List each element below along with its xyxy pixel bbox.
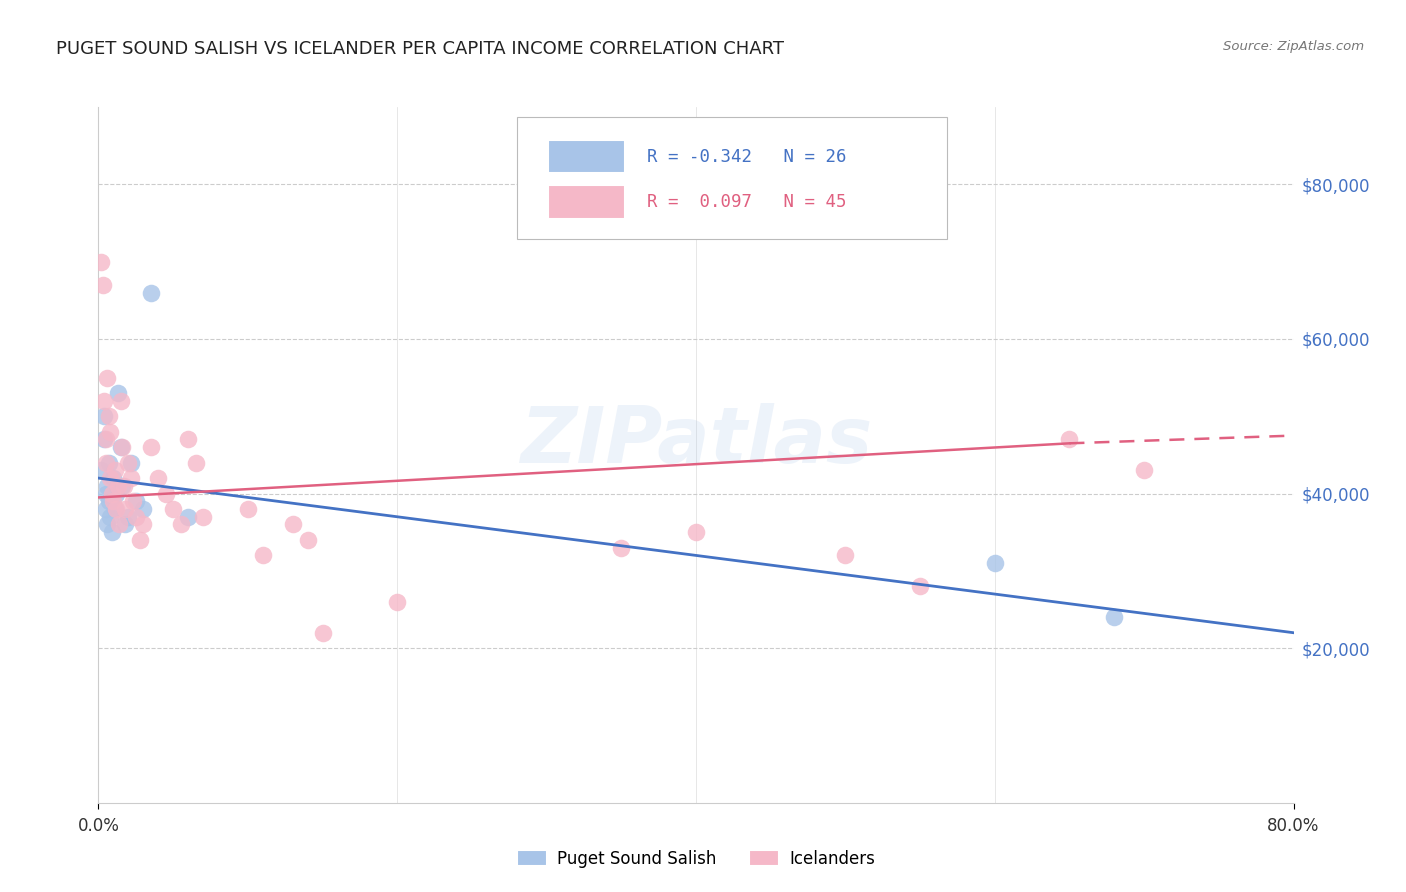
Point (90, 463, 112, 477)
Point (908, 579, 931, 593)
Point (252, 549, 274, 563)
Text: R = -0.342   N = 26: R = -0.342 N = 26 (647, 148, 846, 166)
Point (97, 456, 120, 470)
Point (96, 517, 118, 532)
Legend: Puget Sound Salish, Icelanders: Puget Sound Salish, Icelanders (510, 843, 882, 874)
Bar (548, 140, 626, 173)
Point (100, 471, 122, 485)
Point (110, 440, 132, 454)
Point (101, 486, 124, 500)
Point (162, 502, 184, 516)
Text: PUGET SOUND SALISH VS ICELANDER PER CAPITA INCOME CORRELATION CHART: PUGET SOUND SALISH VS ICELANDER PER CAPI… (56, 40, 785, 58)
Point (110, 393, 132, 408)
Text: R =  0.097   N = 45: R = 0.097 N = 45 (647, 193, 846, 211)
Point (100, 509, 122, 524)
Point (184, 456, 207, 470)
Point (191, 509, 214, 524)
Point (236, 502, 259, 516)
Point (132, 502, 155, 516)
Point (97, 409, 120, 424)
Point (103, 471, 125, 485)
Point (114, 502, 136, 516)
Point (104, 502, 127, 516)
Point (311, 625, 333, 640)
Point (103, 494, 125, 508)
Point (125, 509, 148, 524)
Point (1104, 610, 1126, 624)
Point (94, 502, 117, 516)
Point (155, 486, 177, 500)
Point (91, 277, 114, 292)
Point (385, 595, 409, 609)
Point (139, 440, 162, 454)
Point (117, 509, 139, 524)
Point (281, 517, 304, 532)
Point (1059, 433, 1081, 447)
Point (120, 456, 142, 470)
Point (93, 433, 115, 447)
Point (94, 486, 117, 500)
Point (125, 494, 148, 508)
Point (148, 471, 170, 485)
Point (97, 494, 120, 508)
Point (90, 254, 112, 268)
Point (834, 549, 856, 563)
Bar (548, 186, 626, 219)
Point (111, 479, 134, 493)
Point (96, 479, 118, 493)
Point (100, 425, 122, 439)
Point (120, 471, 142, 485)
Point (114, 517, 136, 532)
Point (111, 440, 134, 454)
Point (93, 393, 115, 408)
Point (94, 456, 117, 470)
Point (101, 525, 124, 540)
Point (685, 525, 707, 540)
Point (105, 486, 128, 500)
Point (129, 533, 152, 547)
Point (984, 556, 1007, 570)
Point (610, 541, 633, 555)
Point (169, 517, 191, 532)
Point (139, 285, 162, 300)
Text: Source: ZipAtlas.com: Source: ZipAtlas.com (1223, 40, 1364, 54)
Text: ZIPatlas: ZIPatlas (520, 403, 872, 479)
Point (94, 433, 117, 447)
Point (1133, 463, 1156, 477)
Point (297, 533, 319, 547)
Point (112, 479, 135, 493)
Point (117, 456, 139, 470)
Point (177, 433, 200, 447)
Point (107, 386, 129, 401)
Point (132, 517, 155, 532)
Point (93, 409, 115, 424)
Point (107, 479, 129, 493)
Point (104, 463, 127, 477)
FancyBboxPatch shape (517, 118, 948, 239)
Point (105, 502, 128, 516)
Point (108, 517, 131, 532)
Point (177, 509, 200, 524)
Point (121, 494, 143, 508)
Point (96, 370, 118, 384)
